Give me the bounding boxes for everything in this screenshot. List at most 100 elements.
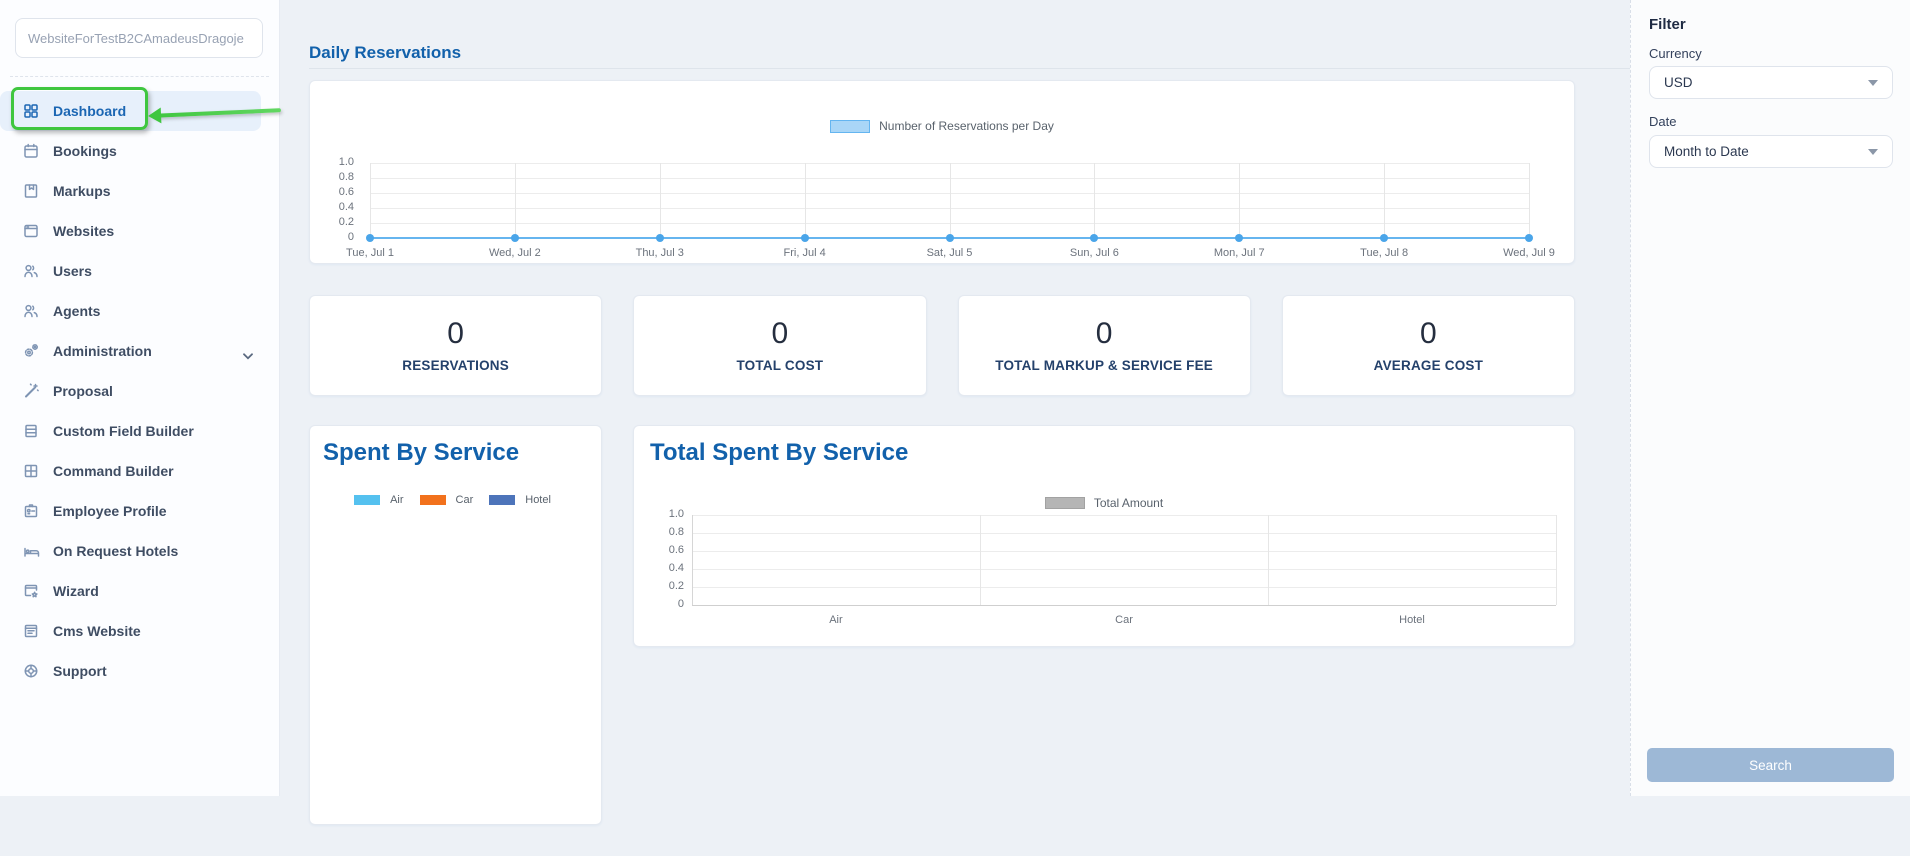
sidebar-item-markups[interactable]: Markups xyxy=(0,171,279,211)
total-spent-by-service-card: Total Spent By Service Total Amount 1.0 0… xyxy=(633,425,1575,647)
currency-label: Currency xyxy=(1649,46,1702,61)
grid-table-icon xyxy=(22,462,40,480)
data-point xyxy=(1380,234,1389,242)
calendar-icon xyxy=(22,142,40,160)
sidebar-item-label: Bookings xyxy=(53,143,117,159)
currency-selected-value: USD xyxy=(1664,75,1693,90)
legend-swatch-car xyxy=(419,495,446,505)
stat-card-average-cost: 0 AVERAGE COST xyxy=(1281,295,1575,396)
total-spent-legend[interactable]: Total Amount xyxy=(634,496,1574,510)
bed-icon xyxy=(22,542,40,560)
stat-value: 0 xyxy=(447,316,464,350)
data-point xyxy=(1525,234,1533,242)
search-button[interactable]: Search xyxy=(1647,748,1894,782)
legend-label: Total Amount xyxy=(1093,496,1164,510)
total-spent-title: Total Spent By Service xyxy=(650,439,909,466)
sidebar-item-label: On Request Hotels xyxy=(53,543,179,559)
sidebar-item-label: Cms Website xyxy=(53,623,141,639)
sidebar-item-label: Employee Profile xyxy=(53,503,167,519)
dropdown-caret-icon xyxy=(1868,79,1878,86)
stat-card-total-cost: 0 TOTAL COST xyxy=(633,295,927,396)
stat-value: 0 xyxy=(1095,316,1113,350)
lifebuoy-icon xyxy=(22,662,40,680)
list-rows-icon xyxy=(22,422,40,440)
dashboard-grid-icon xyxy=(22,102,40,120)
stat-card-total-markup: 0 TOTAL MARKUP & SERVICE FEE xyxy=(957,295,1251,396)
filter-panel: Filter Currency USD Date Month to Date S… xyxy=(1630,0,1910,796)
sidebar-nav: Dashboard Bookings Markups Websites User… xyxy=(0,91,279,691)
gears-icon xyxy=(22,342,40,360)
spent-by-service-legend[interactable]: Air Car Hotel xyxy=(310,494,601,506)
legend-swatch-air xyxy=(354,495,381,505)
magic-wand-icon xyxy=(22,382,40,400)
legend-label-hotel: Hotel xyxy=(525,494,551,506)
data-point xyxy=(945,234,954,242)
legend-label-air: Air xyxy=(390,494,404,506)
sidebar-item-label: Markups xyxy=(53,183,111,199)
sidebar-item-label: Websites xyxy=(53,223,115,239)
sidebar-item-label: Command Builder xyxy=(53,463,174,479)
stat-value: 0 xyxy=(771,316,789,350)
data-point xyxy=(655,234,664,242)
title-divider xyxy=(309,68,1630,69)
data-point xyxy=(366,234,374,242)
sidebar-item-dashboard[interactable]: Dashboard xyxy=(0,91,261,131)
page-title: Daily Reservations xyxy=(309,43,462,62)
sidebar-item-administration[interactable]: Administration xyxy=(0,331,279,371)
sidebar-item-support[interactable]: Support xyxy=(0,651,279,691)
sidebar-divider xyxy=(10,76,269,77)
users-icon xyxy=(22,262,40,280)
legend-label-car: Car xyxy=(455,494,474,506)
sidebar-item-agents[interactable]: Agents xyxy=(0,291,279,331)
charts-row: Spent By Service Air Car Hotel Total Spe… xyxy=(309,425,1575,825)
daily-chart-y-axis: 1.0 0.8 0.6 0.4 0.2 0 xyxy=(338,156,354,243)
currency-select[interactable]: USD xyxy=(1649,66,1893,99)
sidebar-item-label: Custom Field Builder xyxy=(53,423,194,439)
date-select[interactable]: Month to Date xyxy=(1649,135,1893,168)
sidebar-item-wizard[interactable]: Wizard xyxy=(0,571,279,611)
sidebar-item-label: Wizard xyxy=(53,583,99,599)
legend-swatch-reservations xyxy=(830,119,871,133)
sidebar-item-users[interactable]: Users xyxy=(0,251,279,291)
daily-chart-x-axis: Tue, Jul 1 Wed, Jul 2 Thu, Jul 3 Fri, Ju… xyxy=(346,247,1555,259)
data-point xyxy=(1235,234,1244,242)
chevron-down-icon[interactable] xyxy=(243,347,253,363)
sidebar-item-label: Agents xyxy=(53,303,101,319)
window-star-icon xyxy=(22,582,40,600)
sidebar-item-bookings[interactable]: Bookings xyxy=(0,131,279,171)
sidebar-item-cms-website[interactable]: Cms Website xyxy=(0,611,279,651)
legend-swatch-total-amount xyxy=(1044,497,1085,509)
spent-by-service-card: Spent By Service Air Car Hotel xyxy=(309,425,602,825)
sidebar-item-websites[interactable]: Websites xyxy=(0,211,279,251)
dropdown-caret-icon xyxy=(1868,148,1878,155)
date-selected-value: Month to Date xyxy=(1664,144,1749,159)
main-content: Daily Reservations Number of Reservation… xyxy=(281,0,1630,825)
id-badge-icon xyxy=(22,502,40,520)
browser-window-icon xyxy=(22,222,40,240)
sidebar: Dashboard Bookings Markups Websites User… xyxy=(0,0,282,796)
total-spent-x-axis: Air Car Hotel xyxy=(829,614,1425,626)
cms-doc-icon xyxy=(22,622,40,640)
daily-chart-plot-area xyxy=(366,163,1533,242)
data-point xyxy=(510,234,519,242)
stat-label: AVERAGE COST xyxy=(1373,357,1484,373)
sidebar-item-command-builder[interactable]: Command Builder xyxy=(0,451,279,491)
stat-value: 0 xyxy=(1420,316,1437,350)
data-point xyxy=(800,234,809,242)
filter-title: Filter xyxy=(1649,16,1686,33)
sidebar-item-employee-profile[interactable]: Employee Profile xyxy=(0,491,279,531)
stat-label: TOTAL MARKUP & SERVICE FEE xyxy=(995,357,1213,373)
sidebar-item-proposal[interactable]: Proposal xyxy=(0,371,279,411)
legend-label: Number of Reservations per Day xyxy=(879,119,1054,133)
sidebar-item-label: Dashboard xyxy=(53,103,127,119)
sidebar-item-custom-field-builder[interactable]: Custom Field Builder xyxy=(0,411,279,451)
sidebar-item-label: Support xyxy=(53,663,107,679)
bookmark-icon xyxy=(22,182,40,200)
daily-chart-legend[interactable]: Number of Reservations per Day xyxy=(310,119,1574,133)
website-name-input[interactable] xyxy=(15,18,263,58)
daily-reservations-chart-card: Number of Reservations per Day 1.0 0.8 0.… xyxy=(309,80,1575,264)
sidebar-item-label: Users xyxy=(53,263,92,279)
date-label: Date xyxy=(1649,114,1677,129)
sidebar-item-on-request-hotels[interactable]: On Request Hotels xyxy=(0,531,279,571)
spent-by-service-title: Spent By Service xyxy=(323,439,520,466)
